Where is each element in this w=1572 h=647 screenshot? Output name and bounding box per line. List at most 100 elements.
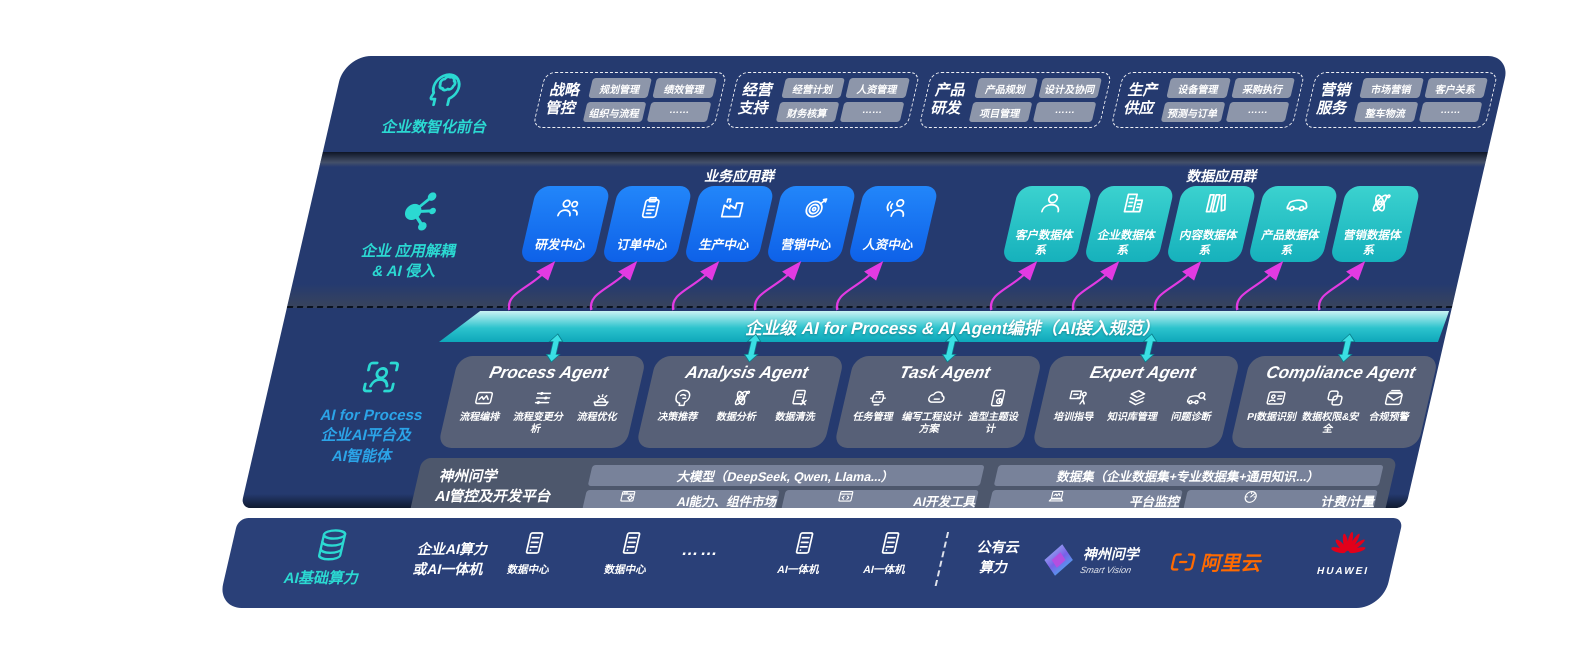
app-box-order-center: 订单中心	[601, 186, 693, 262]
group-item: 市场营销	[1359, 78, 1424, 98]
group-item: ……	[839, 102, 904, 122]
agent-item-label: 合规预警	[1367, 412, 1411, 423]
flow-chart-icon	[471, 387, 498, 409]
factory-icon	[717, 195, 749, 221]
group-name: 产品研发	[929, 82, 968, 117]
books-icon	[1200, 190, 1232, 216]
data-box-marketing: 营销数据体系	[1329, 186, 1421, 262]
cell-ai-market: AI能力、组件市场	[582, 490, 780, 508]
agent-item-label: 流程优化	[575, 412, 619, 423]
platform-model-group: 大模型（DeepSeek, Qwen, Llama...） AI能力、组件市场 …	[581, 458, 986, 508]
laptop-chart-icon	[1047, 488, 1068, 505]
dataset-bar: 数据集（企业数据集+专业数据集+通用知识...）	[993, 465, 1384, 486]
model-bar: 大模型（DeepSeek, Qwen, Llama...）	[587, 465, 985, 486]
ai-platform-label-block: AI for Process 企业AI平台及 AI智能体	[272, 356, 473, 467]
people-icon	[553, 195, 585, 221]
vendor-name: 神州问学	[1082, 546, 1142, 562]
platform-name-line2: AI管控及开发平台	[433, 489, 553, 506]
data-group-title: 数据应用群	[1185, 168, 1260, 184]
group-item: 财务核算	[775, 102, 840, 122]
group-operation: 经营支持 经营计划 人资管理 财务核算 ……	[725, 72, 920, 128]
app-box-label: 人资中心	[861, 238, 915, 252]
agent-title: Analysis Agent	[683, 363, 811, 382]
group-item: 设备管理	[1166, 78, 1231, 98]
person-wave-icon	[881, 195, 913, 221]
vendor-name: HUAWEI	[1315, 566, 1371, 577]
group-name: 生产供应	[1122, 82, 1161, 117]
group-item: ……	[647, 102, 712, 122]
platform-dataset-group: 数据集（企业数据集+专业数据集+通用知识...） 平台监控 计费/计量	[987, 458, 1385, 508]
node-datacenter-1: 数据中心	[489, 530, 576, 577]
robot-icon	[864, 387, 891, 409]
ai-platform-label-line1: AI for Process	[318, 407, 425, 424]
id-card-icon	[1263, 387, 1290, 409]
group-item: 预测与订单	[1161, 102, 1226, 122]
group-item: 经营计划	[781, 78, 846, 98]
agent-item-label: 数据分析	[715, 412, 758, 423]
data-box-customer: 客户数据体系	[1001, 186, 1093, 262]
flow-arrow	[671, 260, 720, 311]
layer-edge	[319, 152, 1488, 167]
flow-arrow	[1317, 260, 1366, 311]
cell-monitor: 平台监控	[988, 490, 1183, 508]
agent-box-process: Process Agent 流程编排 流程变更分析 流程优化	[437, 356, 647, 448]
agent-box-analysis: Analysis Agent 决策推荐 数据分析 数据清洗	[635, 356, 845, 448]
cell-label: AI能力、组件市场	[675, 494, 779, 509]
person-scan-icon	[355, 356, 407, 398]
data-box-label: 产品数据体系	[1260, 230, 1321, 257]
group-item: 人资管理	[845, 78, 910, 98]
group-item: ……	[1032, 102, 1097, 122]
server-icon	[519, 530, 551, 556]
architecture-diagram: 企业数智化前台 战略管控 规划管理 绩效管理 组织与流程 …… 经营支持 经营计…	[217, 56, 1510, 608]
agent-title: Task Agent	[897, 363, 993, 382]
node-label: 数据中心	[602, 564, 648, 576]
app-box-label: 营销中心	[779, 238, 833, 252]
training-icon	[1065, 387, 1092, 409]
brain-head-icon	[418, 68, 470, 110]
cloud-icon	[923, 387, 950, 409]
vendor-sub: Smart Vision	[1079, 565, 1133, 575]
app-box-rd-center: 研发中心	[519, 186, 611, 262]
group-name: 营销服务	[1315, 82, 1354, 117]
data-box-label: 企业数据体系	[1096, 230, 1157, 257]
server-icon	[875, 530, 907, 556]
group-strategy: 战略管控 规划管理 绩效管理 组织与流程 ……	[532, 72, 728, 128]
app-layer-label-line2: & AI 侵入	[370, 263, 438, 281]
flow-arrow	[835, 260, 884, 311]
data-box-label: 客户数据体系	[1014, 230, 1075, 257]
group-name: 战略管控	[543, 82, 583, 117]
sliders-icon	[529, 387, 556, 409]
group-name: 经营支持	[736, 82, 775, 117]
platform-name-line1: 神州问学	[437, 469, 500, 485]
node-ai-appliance-2: AI一体机	[845, 530, 932, 577]
app-box-label: 研发中心	[533, 238, 587, 252]
group-item: 客户关系	[1423, 78, 1488, 98]
head-chat-icon	[669, 387, 696, 409]
code-icon	[835, 488, 856, 505]
flow-arrow	[1235, 260, 1284, 311]
agent-item-label: 知识库管理	[1106, 412, 1159, 423]
data-box-enterprise: 企业数据体系	[1083, 186, 1175, 262]
platform-strip: 神州问学 AI管控及开发平台 大模型（DeepSeek, Qwen, Llama…	[408, 458, 1398, 508]
data-box-product: 产品数据体系	[1247, 186, 1339, 262]
infra-panel: AI基础算力 企业AI算力 或AI一体机 数据中心 数据中心 …… AI一体机 …	[217, 518, 1404, 608]
molecule-icon	[390, 188, 447, 234]
cell-dev-tools: AI开发工具	[781, 490, 979, 508]
diagnose-icon	[1182, 387, 1209, 409]
front-office-groups: 战略管控 规划管理 绩效管理 组织与流程 …… 经营支持 经营计划 人资管理 财…	[532, 72, 1499, 128]
group-item: 设计及协同	[1038, 78, 1103, 98]
group-item: 产品规划	[973, 78, 1038, 98]
tablet-check-icon	[984, 387, 1011, 409]
group-item: 项目管理	[968, 102, 1033, 122]
group-item: ……	[1225, 102, 1290, 122]
server-icon	[616, 530, 648, 556]
vertical-divider	[934, 532, 950, 586]
group-product: 产品研发 产品规划 设计及协同 项目管理 ……	[917, 72, 1113, 128]
flow-arrow	[753, 260, 802, 311]
flow-arrow	[507, 260, 556, 311]
cell-label: 平台监控	[1128, 494, 1182, 509]
group-production: 生产供应 设备管理 采购执行 预测与订单 ……	[1110, 72, 1306, 128]
agent-box-task: Task Agent 任务管理 编写工程设计方案 造型主题设计	[833, 356, 1043, 448]
target-icon	[799, 195, 831, 221]
agent-item-label: 问题诊断	[1169, 412, 1213, 423]
